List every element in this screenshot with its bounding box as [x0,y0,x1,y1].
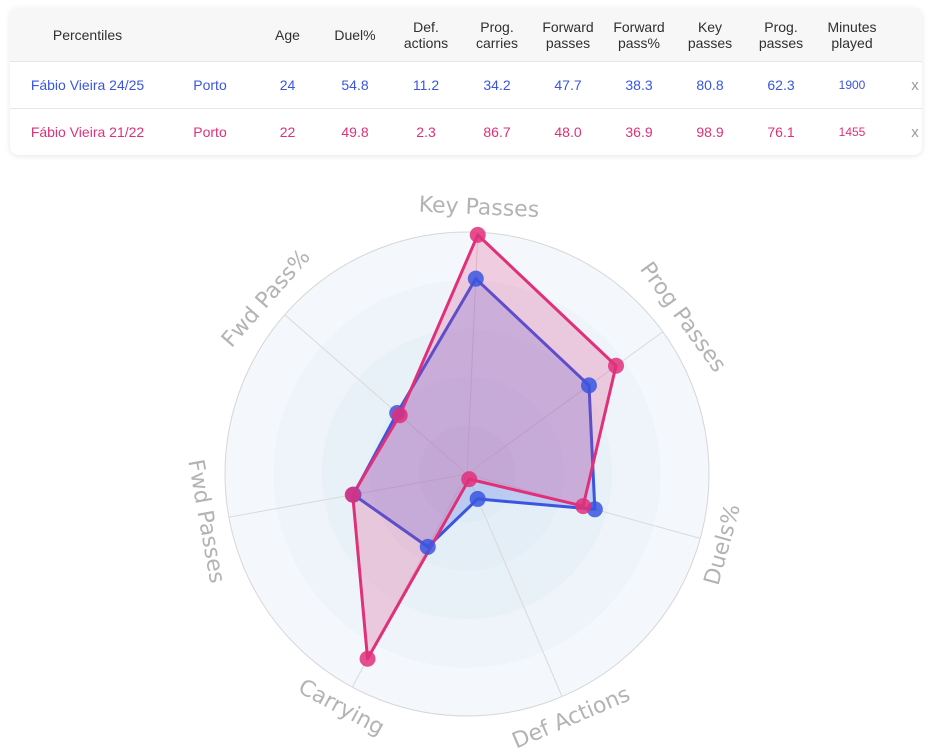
header-forward-passes[interactable]: Forward passes [532,8,604,62]
forward-passes-value: 47.7 [532,61,604,109]
def-actions-value: 11.2 [390,61,462,109]
percentiles-card: Percentiles Age Duel% Def. actions Prog.… [10,8,922,155]
header-minutes-played[interactable]: Minutes played [816,8,888,62]
radar-spoke [284,314,468,475]
key-passes-value: 98.9 [674,108,746,155]
radar-data-point [575,498,592,515]
radar-data-point [469,490,486,507]
radar-axis-label: Key Passes [418,193,540,223]
remove-row-button[interactable]: x [888,108,922,155]
radar-data-point [608,357,625,374]
radar-data-point [359,650,376,667]
radar-axis-label: Duels% [700,501,746,588]
radar-spoke [466,473,563,697]
forward-passes-value: 48.0 [532,108,604,155]
radar-data-point [469,226,486,243]
remove-row-button[interactable]: x [888,61,922,109]
header-age[interactable]: Age [255,8,320,62]
radar-spoke [466,331,664,475]
minutes-value: 1900 [816,61,888,109]
age-value: 22 [255,108,320,155]
radar-series-area [351,277,597,549]
def-actions-value: 2.3 [390,108,462,155]
forward-pass-pct-value: 36.9 [604,108,674,155]
header-key-passes[interactable]: Key passes [674,8,746,62]
header-prog-carries[interactable]: Prog. carries [462,8,532,62]
radar-axis-label: Fwd Passes [182,457,229,585]
prog-passes-value: 62.3 [746,61,816,109]
percentiles-table: Percentiles Age Duel% Def. actions Prog.… [10,8,922,155]
radar-series-area [351,233,618,661]
header-forward-pass-pct[interactable]: Forward pass% [604,8,674,62]
header-team [165,8,255,62]
header-def-actions[interactable]: Def. actions [390,8,462,62]
team-name[interactable]: Porto [165,61,255,109]
radar-data-point [461,471,478,488]
age-value: 24 [255,61,320,109]
duel-pct-value: 54.8 [320,61,390,109]
radar-data-point [467,270,484,287]
table-row: Fábio Vieira 21/22 Porto 22 49.8 2.3 86.… [10,108,922,155]
prog-passes-value: 76.1 [746,108,816,155]
forward-pass-pct-value: 38.3 [604,61,674,109]
player-name[interactable]: Fábio Vieira 21/22 [10,108,165,155]
duel-pct-value: 49.8 [320,108,390,155]
header-duel-pct[interactable]: Duel% [320,8,390,62]
table-header-row: Percentiles Age Duel% Def. actions Prog.… [10,8,922,62]
prog-carries-value: 34.2 [462,61,532,109]
header-percentiles: Percentiles [10,8,165,62]
player-name[interactable]: Fábio Vieira 24/25 [10,61,165,109]
header-prog-passes[interactable]: Prog. passes [746,8,816,62]
team-name[interactable]: Porto [165,108,255,155]
minutes-value: 1455 [816,108,888,155]
radar-data-point [344,486,361,503]
prog-carries-value: 86.7 [462,108,532,155]
radar-data-point [391,407,408,424]
table-row: Fábio Vieira 24/25 Porto 24 54.8 11.2 34… [10,61,922,109]
radar-data-point [419,538,436,555]
header-remove [888,8,922,62]
key-passes-value: 80.8 [674,61,746,109]
radar-data-point [580,377,597,394]
